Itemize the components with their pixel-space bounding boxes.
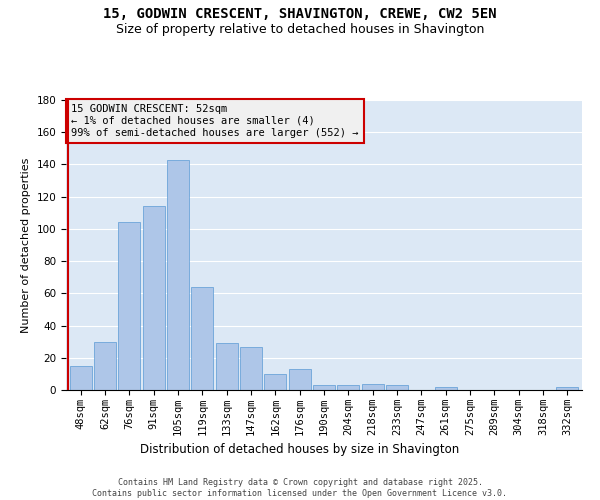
Text: 15 GODWIN CRESCENT: 52sqm
← 1% of detached houses are smaller (4)
99% of semi-de: 15 GODWIN CRESCENT: 52sqm ← 1% of detach… — [71, 104, 359, 138]
Text: Distribution of detached houses by size in Shavington: Distribution of detached houses by size … — [140, 442, 460, 456]
Bar — [240, 346, 262, 390]
Text: 15, GODWIN CRESCENT, SHAVINGTON, CREWE, CW2 5EN: 15, GODWIN CRESCENT, SHAVINGTON, CREWE, … — [103, 8, 497, 22]
Bar — [70, 366, 92, 390]
Bar — [289, 369, 311, 390]
Bar — [167, 160, 189, 390]
Bar — [191, 287, 213, 390]
Bar — [143, 206, 164, 390]
Bar — [313, 385, 335, 390]
Y-axis label: Number of detached properties: Number of detached properties — [21, 158, 31, 332]
Bar — [362, 384, 383, 390]
Bar — [215, 344, 238, 390]
Text: Size of property relative to detached houses in Shavington: Size of property relative to detached ho… — [116, 22, 484, 36]
Bar — [337, 385, 359, 390]
Bar — [94, 342, 116, 390]
Bar — [386, 385, 408, 390]
Bar — [435, 387, 457, 390]
Bar — [556, 387, 578, 390]
Bar — [265, 374, 286, 390]
Bar — [118, 222, 140, 390]
Text: Contains HM Land Registry data © Crown copyright and database right 2025.
Contai: Contains HM Land Registry data © Crown c… — [92, 478, 508, 498]
